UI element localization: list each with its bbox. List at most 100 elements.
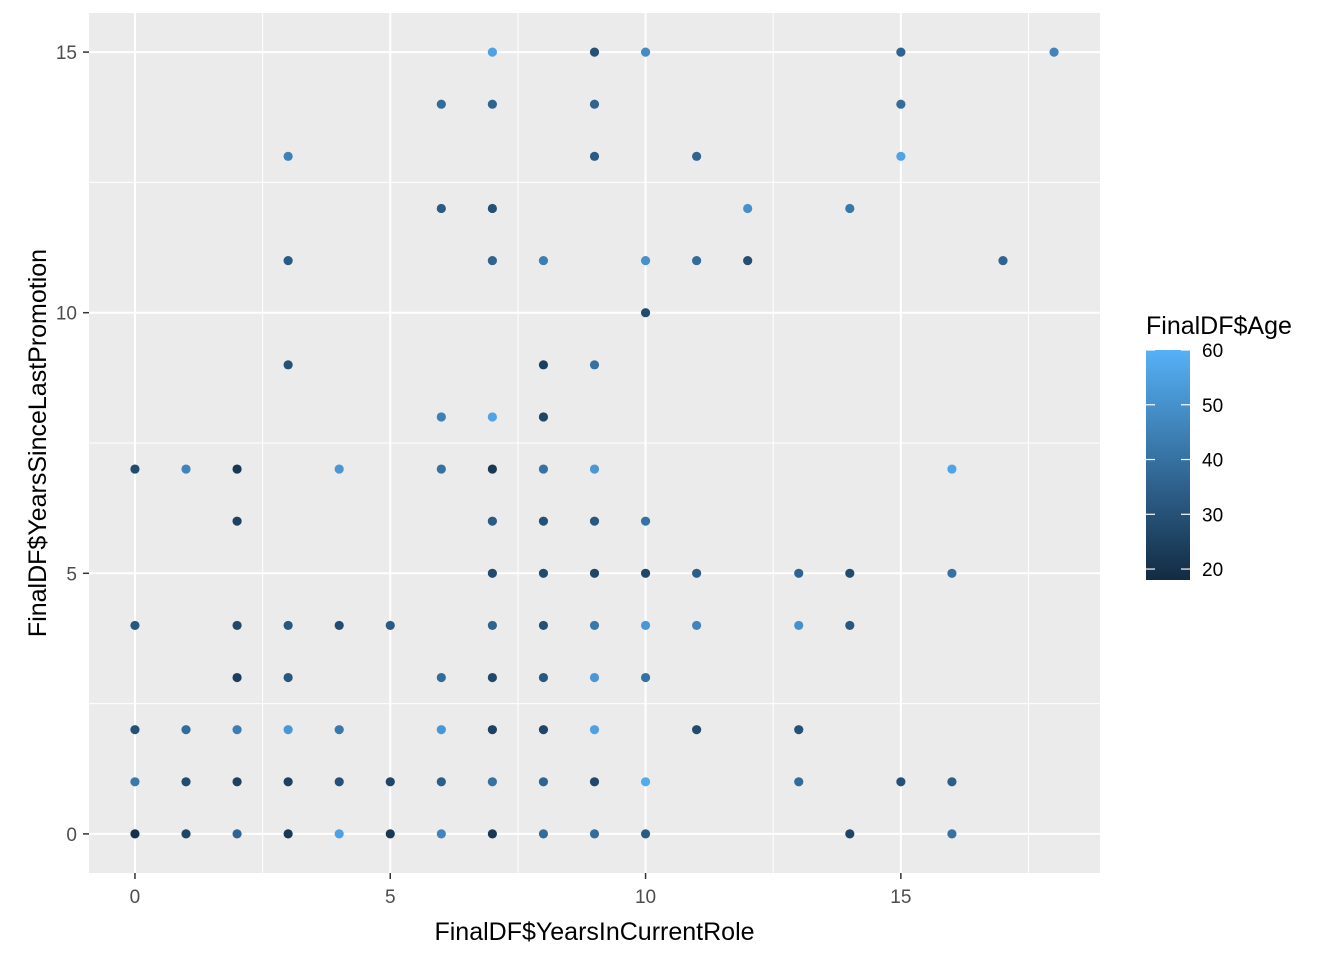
x-axis-title: FinalDF$YearsInCurrentRole xyxy=(434,918,754,946)
legend-tick-label: 20 xyxy=(1202,560,1223,581)
data-point xyxy=(640,829,651,839)
y-tick-label: 15 xyxy=(56,43,77,64)
data-point xyxy=(232,777,242,787)
data-point xyxy=(181,777,191,787)
data-point xyxy=(130,725,140,735)
data-point xyxy=(743,255,753,266)
minor-gridlines xyxy=(89,13,1100,873)
data-point xyxy=(794,620,804,631)
x-tick-label: 10 xyxy=(635,887,656,908)
data-point xyxy=(436,725,446,735)
data-point xyxy=(334,464,344,474)
data-point xyxy=(538,516,549,526)
data-point xyxy=(538,568,549,578)
data-point xyxy=(589,151,600,161)
data-point xyxy=(640,255,651,266)
data-point xyxy=(283,777,293,787)
data-point xyxy=(743,203,753,214)
data-point xyxy=(436,99,446,109)
data-point xyxy=(538,255,549,266)
data-point xyxy=(589,99,600,109)
data-point xyxy=(436,203,446,214)
data-point xyxy=(640,47,651,57)
data-point xyxy=(794,725,804,735)
data-point xyxy=(692,725,702,735)
data-point xyxy=(487,829,497,839)
legend-ticks: 20 30 40 50 60 xyxy=(1146,341,1223,581)
data-point xyxy=(232,620,242,631)
data-point xyxy=(589,516,600,526)
data-point xyxy=(232,516,242,526)
data-point xyxy=(283,829,293,839)
data-point xyxy=(130,777,140,787)
data-point xyxy=(589,568,600,578)
legend-tick-label: 30 xyxy=(1202,505,1223,526)
data-point xyxy=(487,203,497,214)
data-point xyxy=(947,829,957,839)
data-point xyxy=(232,672,242,683)
data-point xyxy=(589,620,600,631)
color-legend: FinalDF$Age 20 30 40 50 60 xyxy=(1146,312,1292,581)
x-tick-label: 15 xyxy=(890,887,911,908)
data-point xyxy=(487,620,497,631)
data-point xyxy=(283,725,293,735)
data-points xyxy=(130,47,1059,839)
data-point xyxy=(589,777,600,787)
data-point xyxy=(538,777,549,787)
data-point xyxy=(334,829,344,839)
data-point xyxy=(283,620,293,631)
data-point xyxy=(436,829,446,839)
legend-tick-label: 60 xyxy=(1202,341,1223,362)
data-point xyxy=(794,777,804,787)
data-point xyxy=(385,777,395,787)
data-point xyxy=(487,568,497,578)
data-point xyxy=(589,360,600,370)
data-point xyxy=(487,725,497,735)
legend-colorbar xyxy=(1146,350,1190,580)
data-point xyxy=(845,203,855,214)
data-point xyxy=(487,672,497,683)
data-point xyxy=(589,672,600,683)
data-point xyxy=(640,777,651,787)
data-point xyxy=(283,255,293,266)
data-point xyxy=(589,464,600,474)
data-point xyxy=(589,725,600,735)
data-point xyxy=(334,620,344,631)
x-tick-label: 0 xyxy=(130,887,141,908)
data-point xyxy=(487,516,497,526)
data-point xyxy=(181,829,191,839)
data-point xyxy=(845,620,855,631)
y-axis-ticks: 0 5 10 15 xyxy=(56,43,89,846)
data-point xyxy=(487,777,497,787)
legend-title: FinalDF$Age xyxy=(1146,312,1292,340)
data-point xyxy=(896,777,906,787)
data-point xyxy=(640,308,651,318)
data-point xyxy=(538,829,549,839)
data-point xyxy=(283,151,293,161)
data-point xyxy=(487,464,497,474)
data-point xyxy=(947,568,957,578)
data-point xyxy=(436,777,446,787)
data-point xyxy=(334,777,344,787)
data-point xyxy=(1049,47,1059,57)
data-point xyxy=(130,829,140,839)
legend-tick-label: 50 xyxy=(1202,396,1223,417)
data-point xyxy=(692,568,702,578)
data-point xyxy=(896,47,906,57)
data-point xyxy=(947,777,957,787)
data-point xyxy=(845,568,855,578)
data-point xyxy=(385,620,395,631)
data-point xyxy=(232,725,242,735)
data-point xyxy=(589,47,600,57)
data-point xyxy=(538,464,549,474)
data-point xyxy=(692,151,702,161)
y-tick-label: 0 xyxy=(66,825,77,846)
x-axis-ticks: 0 5 10 15 xyxy=(130,873,911,908)
data-point xyxy=(436,672,446,683)
data-point xyxy=(181,725,191,735)
data-point xyxy=(538,412,549,422)
data-point xyxy=(487,255,497,266)
data-point xyxy=(436,412,446,422)
data-point xyxy=(436,464,446,474)
data-point xyxy=(334,725,344,735)
